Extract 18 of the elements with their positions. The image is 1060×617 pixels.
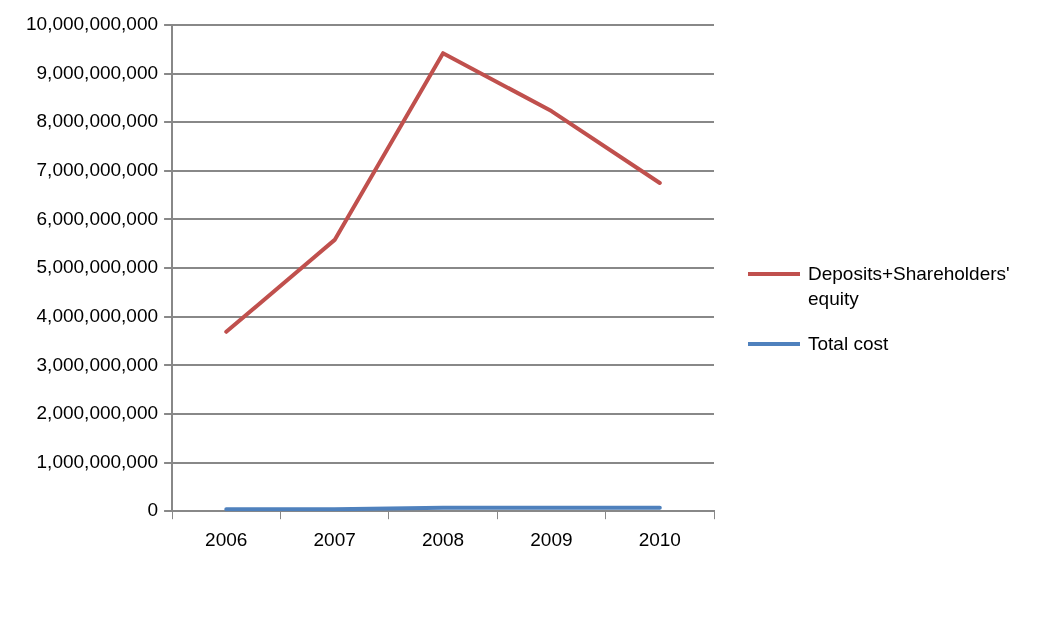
y-tick-label: 7,000,000,000: [36, 159, 159, 181]
y-tick-label: 3,000,000,000: [36, 353, 159, 375]
x-tick-label: 2006: [205, 528, 248, 550]
legend-label: Deposits+Shareholders' equity: [808, 262, 1011, 311]
legend-label: Total cost: [808, 332, 890, 356]
x-tick-label: 2008: [421, 528, 465, 550]
y-tick-label: 5,000,000,000: [36, 256, 159, 278]
y-tick-label: 0: [147, 499, 159, 521]
x-tick-label: 2007: [313, 528, 356, 550]
y-tick-label: 4,000,000,000: [36, 304, 159, 326]
y-tick-label: 6,000,000,000: [36, 207, 159, 229]
y-tick-label: 9,000,000,000: [36, 61, 159, 83]
y-tick-label: 2,000,000,000: [36, 402, 159, 424]
x-tick-label: 2010: [638, 528, 681, 550]
x-tick-label: 2009: [530, 528, 573, 550]
y-tick-label: 1,000,000,000: [36, 450, 159, 472]
y-tick-label: 8,000,000,000: [36, 110, 159, 132]
y-tick-label: 10,000,000,000: [25, 13, 159, 35]
